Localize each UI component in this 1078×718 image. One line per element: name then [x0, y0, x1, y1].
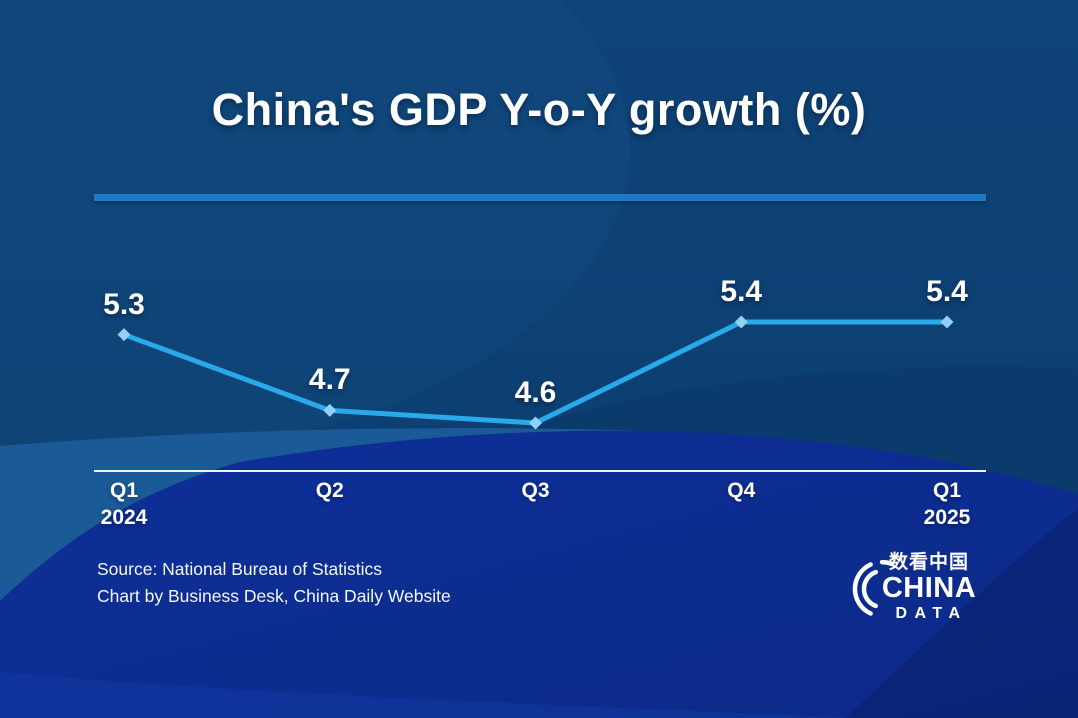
china-data-logo: 数看中国 CHINA DATA [836, 550, 978, 628]
x-axis-label: Q1 2024 [101, 477, 148, 531]
x-axis-year: 2025 [923, 506, 971, 529]
logo-data-text: DATA [895, 605, 968, 622]
x-axis-quarter: Q1 [932, 479, 961, 502]
x-axis-quarter: Q3 [521, 479, 550, 502]
x-axis-quarter: Q2 [315, 479, 344, 502]
source-line: Source: National Bureau of Statistics [97, 559, 383, 579]
x-axis-year: 2024 [100, 506, 148, 529]
x-axis-quarter: Q4 [727, 479, 756, 502]
source-note: Source: National Bureau of Statistics Ch… [97, 556, 451, 610]
value-label: 5.4 [720, 275, 763, 308]
logo-text-block: 数看中国 CHINA DATA [880, 552, 978, 623]
x-axis-label: Q1 2025 [924, 477, 971, 531]
x-axis-label: Q2 [316, 477, 344, 504]
x-axis-line [94, 470, 986, 472]
value-label: 5.3 [103, 287, 145, 321]
credit-line: Chart by Business Desk, China Daily Webs… [97, 586, 451, 606]
x-axis-label: Q3 [521, 477, 549, 504]
chart-title: China's GDP Y-o-Y growth (%) [211, 84, 867, 135]
logo-chinese-text: 数看中国 [888, 552, 969, 573]
logo-china-text: CHINA [881, 572, 977, 604]
sound-arcs-icon [852, 559, 895, 616]
value-label: 5.4 [926, 275, 968, 308]
value-label: 4.7 [308, 363, 351, 397]
value-label: 4.6 [514, 376, 557, 409]
x-axis-quarter: Q1 [109, 479, 138, 502]
title-divider [94, 194, 986, 201]
x-axis-label: Q4 [727, 477, 755, 504]
